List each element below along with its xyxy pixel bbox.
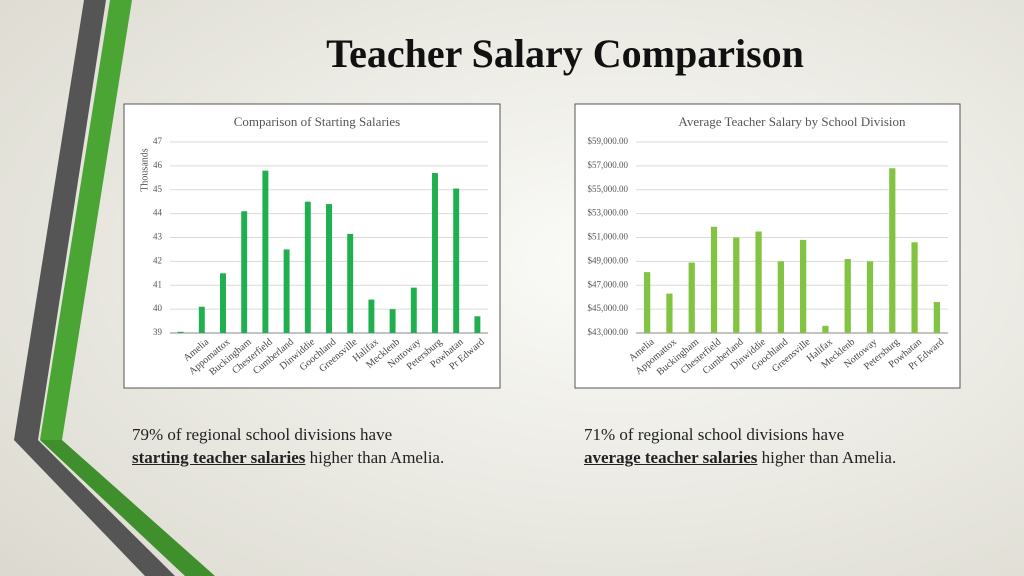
y-tick-label: 39 <box>153 327 163 337</box>
bar <box>822 325 829 333</box>
bar <box>777 261 784 333</box>
bar <box>911 242 918 333</box>
bar <box>283 249 290 333</box>
y-tick-label: 40 <box>153 303 163 313</box>
caption-text: higher than Amelia. <box>305 448 445 467</box>
stripe <box>14 440 175 576</box>
caption-text: 71% of regional school divisions have <box>584 425 845 444</box>
bar <box>389 309 396 333</box>
stripe <box>14 0 106 440</box>
bar <box>889 168 896 333</box>
y-tick-label: 46 <box>153 160 163 170</box>
y-tick-label: $57,000.00 <box>588 160 629 170</box>
bar <box>733 237 740 333</box>
y-tick-label: $49,000.00 <box>588 255 629 265</box>
bar <box>666 293 673 333</box>
bar <box>410 287 417 333</box>
bar <box>220 273 226 333</box>
bar <box>474 316 481 333</box>
bar <box>755 231 762 333</box>
bar <box>368 299 375 333</box>
chart-title: Comparison of Starting Salaries <box>234 114 400 129</box>
bar <box>844 258 851 333</box>
bar <box>241 211 248 333</box>
slide-title: Teacher Salary Comparison <box>326 31 804 76</box>
chart-frame <box>574 103 961 389</box>
y-tick-label: 45 <box>153 184 163 194</box>
bar <box>177 331 184 333</box>
bar <box>432 173 438 333</box>
caption-emphasis: average teacher salaries <box>584 448 758 467</box>
caption-text: higher than Amelia. <box>757 448 897 467</box>
bar <box>710 226 718 333</box>
bar <box>262 170 269 333</box>
caption: 71% of regional school divisions have av… <box>584 423 896 469</box>
caption: 79% of regional school divisions have st… <box>132 423 444 469</box>
y-tick-label: $43,000.00 <box>588 327 629 337</box>
bar <box>453 188 460 333</box>
y-tick-label: $55,000.00 <box>588 184 629 194</box>
y-tick-label: 41 <box>153 279 162 289</box>
bar <box>304 201 311 333</box>
y-axis-label: Thousands <box>139 148 150 191</box>
bar <box>866 261 874 333</box>
bar <box>800 239 807 333</box>
y-tick-label: $59,000.00 <box>588 136 629 146</box>
caption-emphasis: starting teacher salaries <box>132 448 306 467</box>
y-tick-label: $45,000.00 <box>588 303 629 313</box>
y-tick-label: 42 <box>153 255 162 265</box>
chart-title: Average Teacher Salary by School Divisio… <box>678 114 906 129</box>
y-tick-label: 43 <box>153 232 163 242</box>
y-tick-label: $51,000.00 <box>588 232 629 242</box>
stripe <box>40 0 132 440</box>
stripe <box>40 440 215 576</box>
bar <box>326 204 332 333</box>
charts: Comparison of Starting Salaries Thousands… <box>123 103 961 389</box>
bar <box>347 233 354 333</box>
bar <box>644 272 651 333</box>
caption-text: 79% of regional school divisions have <box>132 425 393 444</box>
y-tick-label: $53,000.00 <box>588 208 629 218</box>
bar <box>933 301 940 333</box>
bar <box>198 306 205 333</box>
y-tick-label: 47 <box>153 136 163 146</box>
bar <box>688 262 695 333</box>
y-tick-label: 44 <box>153 208 163 218</box>
y-tick-label: $47,000.00 <box>588 279 629 289</box>
